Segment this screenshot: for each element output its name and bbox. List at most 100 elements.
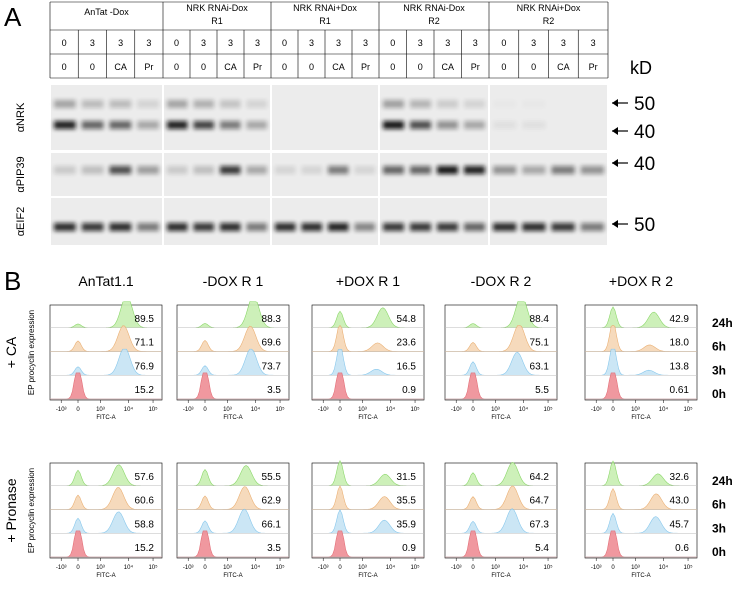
treatment-cell: 0: [174, 62, 179, 72]
x-tick-label: 10³: [491, 407, 500, 413]
blot-band: [493, 100, 516, 108]
plot-frame: [444, 304, 558, 401]
x-axis-label: FITC-A: [223, 573, 242, 579]
blot-image: [380, 153, 488, 196]
blot-image: [380, 198, 488, 245]
blot-band: [522, 121, 546, 129]
time-cell: 3: [336, 38, 341, 48]
treatment-cell: Pr: [361, 62, 370, 72]
percent-value: 58.8: [135, 519, 155, 530]
percent-value: 32.6: [670, 472, 690, 483]
plot-frame: [444, 462, 558, 559]
x-tick-label: 0: [203, 565, 207, 571]
percent-value: 60.6: [135, 496, 155, 507]
row-label: + CA: [3, 336, 19, 368]
percent-value: 35.9: [397, 519, 417, 530]
treatment-cell: 0: [309, 62, 314, 72]
time-label: 3h: [712, 363, 726, 377]
kd-marker: 40: [634, 154, 655, 175]
blot-band: [551, 166, 575, 174]
x-tick-label: 0: [203, 407, 207, 413]
blot-band: [193, 223, 214, 231]
percent-value: 18.0: [670, 338, 690, 349]
x-tick-label: -10³: [56, 407, 67, 413]
treatment-cell: Pr: [589, 62, 598, 72]
time-cell: 0: [282, 38, 287, 48]
blot-band: [246, 166, 267, 174]
blot-band: [54, 100, 76, 108]
percent-value: 5.5: [535, 385, 549, 396]
blot-band: [137, 121, 159, 129]
kd-unit: kD: [630, 58, 652, 78]
percent-value: 76.9: [135, 361, 155, 372]
time-cell: 3: [418, 38, 423, 48]
x-tick-label: 0: [471, 565, 475, 571]
blot-band: [464, 223, 485, 231]
percent-value: 55.5: [262, 472, 282, 483]
plot-frame: [49, 304, 163, 401]
x-tick-label: 10⁴: [519, 564, 529, 571]
column-title: -DOX R 1: [203, 273, 264, 289]
time-label: 6h: [712, 498, 726, 512]
treatment-cell: CA: [114, 62, 127, 72]
percent-value: 75.1: [530, 338, 550, 349]
percent-value: 0.9: [402, 385, 416, 396]
time-cell: 3: [146, 38, 151, 48]
treatment-cell: 0: [501, 62, 506, 72]
group-title: R1: [211, 16, 223, 26]
blot-band: [137, 223, 159, 231]
blot-image: [380, 85, 488, 150]
x-tick-label: 10⁴: [659, 406, 669, 413]
percent-value: 54.8: [397, 314, 417, 325]
treatment-cell: CA: [557, 62, 570, 72]
percent-value: 42.9: [670, 314, 690, 325]
percent-value: 62.9: [262, 496, 282, 507]
blot-band: [81, 100, 104, 108]
x-tick-label: 0: [611, 565, 615, 571]
x-tick-label: 10³: [358, 407, 367, 413]
plot-frame: [584, 304, 698, 401]
blot-label: αNRK: [15, 102, 27, 132]
blot-band: [275, 223, 296, 231]
blot-band: [167, 166, 188, 174]
treatment-cell: CA: [332, 62, 345, 72]
x-tick-label: 10⁵: [148, 564, 158, 571]
blot-band: [493, 121, 517, 129]
x-axis-label: FITC-A: [631, 415, 650, 421]
percent-value: 43.0: [670, 496, 690, 507]
row-label: + Pronase: [3, 478, 19, 542]
time-label: 24h: [712, 474, 733, 488]
x-tick-label: 10⁵: [410, 564, 420, 571]
blot-image: [490, 198, 607, 245]
plot-frame: [176, 304, 290, 401]
blot-band: [301, 166, 322, 174]
blot-band: [301, 223, 322, 231]
time-cell: 0: [174, 38, 179, 48]
treatment-cell: 0: [282, 62, 287, 72]
blot-band: [193, 121, 214, 129]
x-tick-label: 10⁴: [124, 564, 134, 571]
blot-band: [137, 166, 159, 174]
blot-band: [109, 100, 132, 108]
blot-band: [193, 100, 214, 108]
plot-frame: [311, 304, 425, 401]
x-tick-label: -10³: [451, 407, 462, 413]
blot-band: [437, 166, 458, 174]
panel-label: A: [4, 2, 22, 32]
treatment-cell: Pr: [253, 62, 262, 72]
blot-band: [464, 121, 485, 129]
x-tick-label: 0: [471, 407, 475, 413]
x-tick-label: 10³: [491, 565, 500, 571]
x-tick-label: 10⁵: [410, 406, 420, 413]
x-tick-label: -10³: [318, 565, 329, 571]
percent-value: 57.6: [135, 472, 155, 483]
blot-image: [51, 198, 162, 245]
x-tick-label: 10³: [96, 565, 105, 571]
x-tick-label: 10⁵: [543, 406, 553, 413]
percent-value: 64.7: [530, 496, 550, 507]
blot-band: [354, 223, 375, 231]
time-cell: 0: [501, 38, 506, 48]
time-label: 0h: [712, 545, 726, 559]
blot-band: [81, 223, 104, 231]
